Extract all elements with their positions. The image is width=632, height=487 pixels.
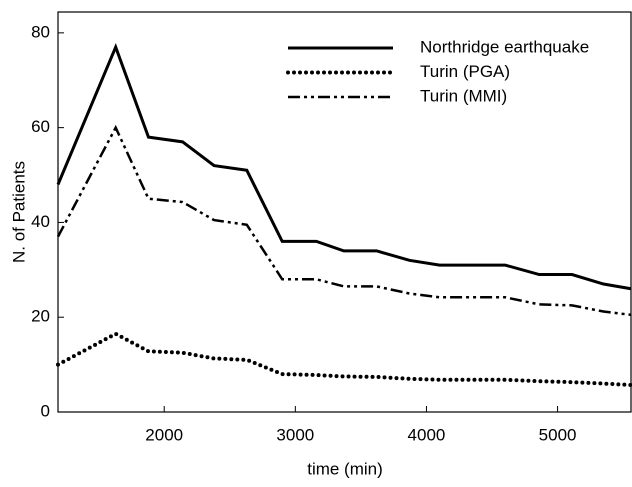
y-tick-label: 60 xyxy=(31,117,50,136)
x-tick-label: 3000 xyxy=(276,425,314,444)
legend-label: Northridge earthquake xyxy=(420,37,589,56)
data-line xyxy=(56,124,632,317)
data-line xyxy=(56,331,632,387)
y-tick-label: 40 xyxy=(31,212,50,231)
y-tick-label: 0 xyxy=(41,401,50,420)
x-tick-label: 5000 xyxy=(539,425,577,444)
data-line xyxy=(56,42,632,291)
plot-frame xyxy=(57,11,632,413)
y-tick-label: 80 xyxy=(31,22,50,41)
x-tick-label: 2000 xyxy=(145,425,183,444)
y-tick-label: 20 xyxy=(31,307,50,326)
legend-label: Turin (PGA) xyxy=(420,62,510,81)
x-axis-label: time (min) xyxy=(307,459,383,478)
legend-label: Turin (MMI) xyxy=(420,86,507,105)
y-axis-label: N. of Patients xyxy=(9,161,28,263)
x-tick-label: 4000 xyxy=(408,425,446,444)
